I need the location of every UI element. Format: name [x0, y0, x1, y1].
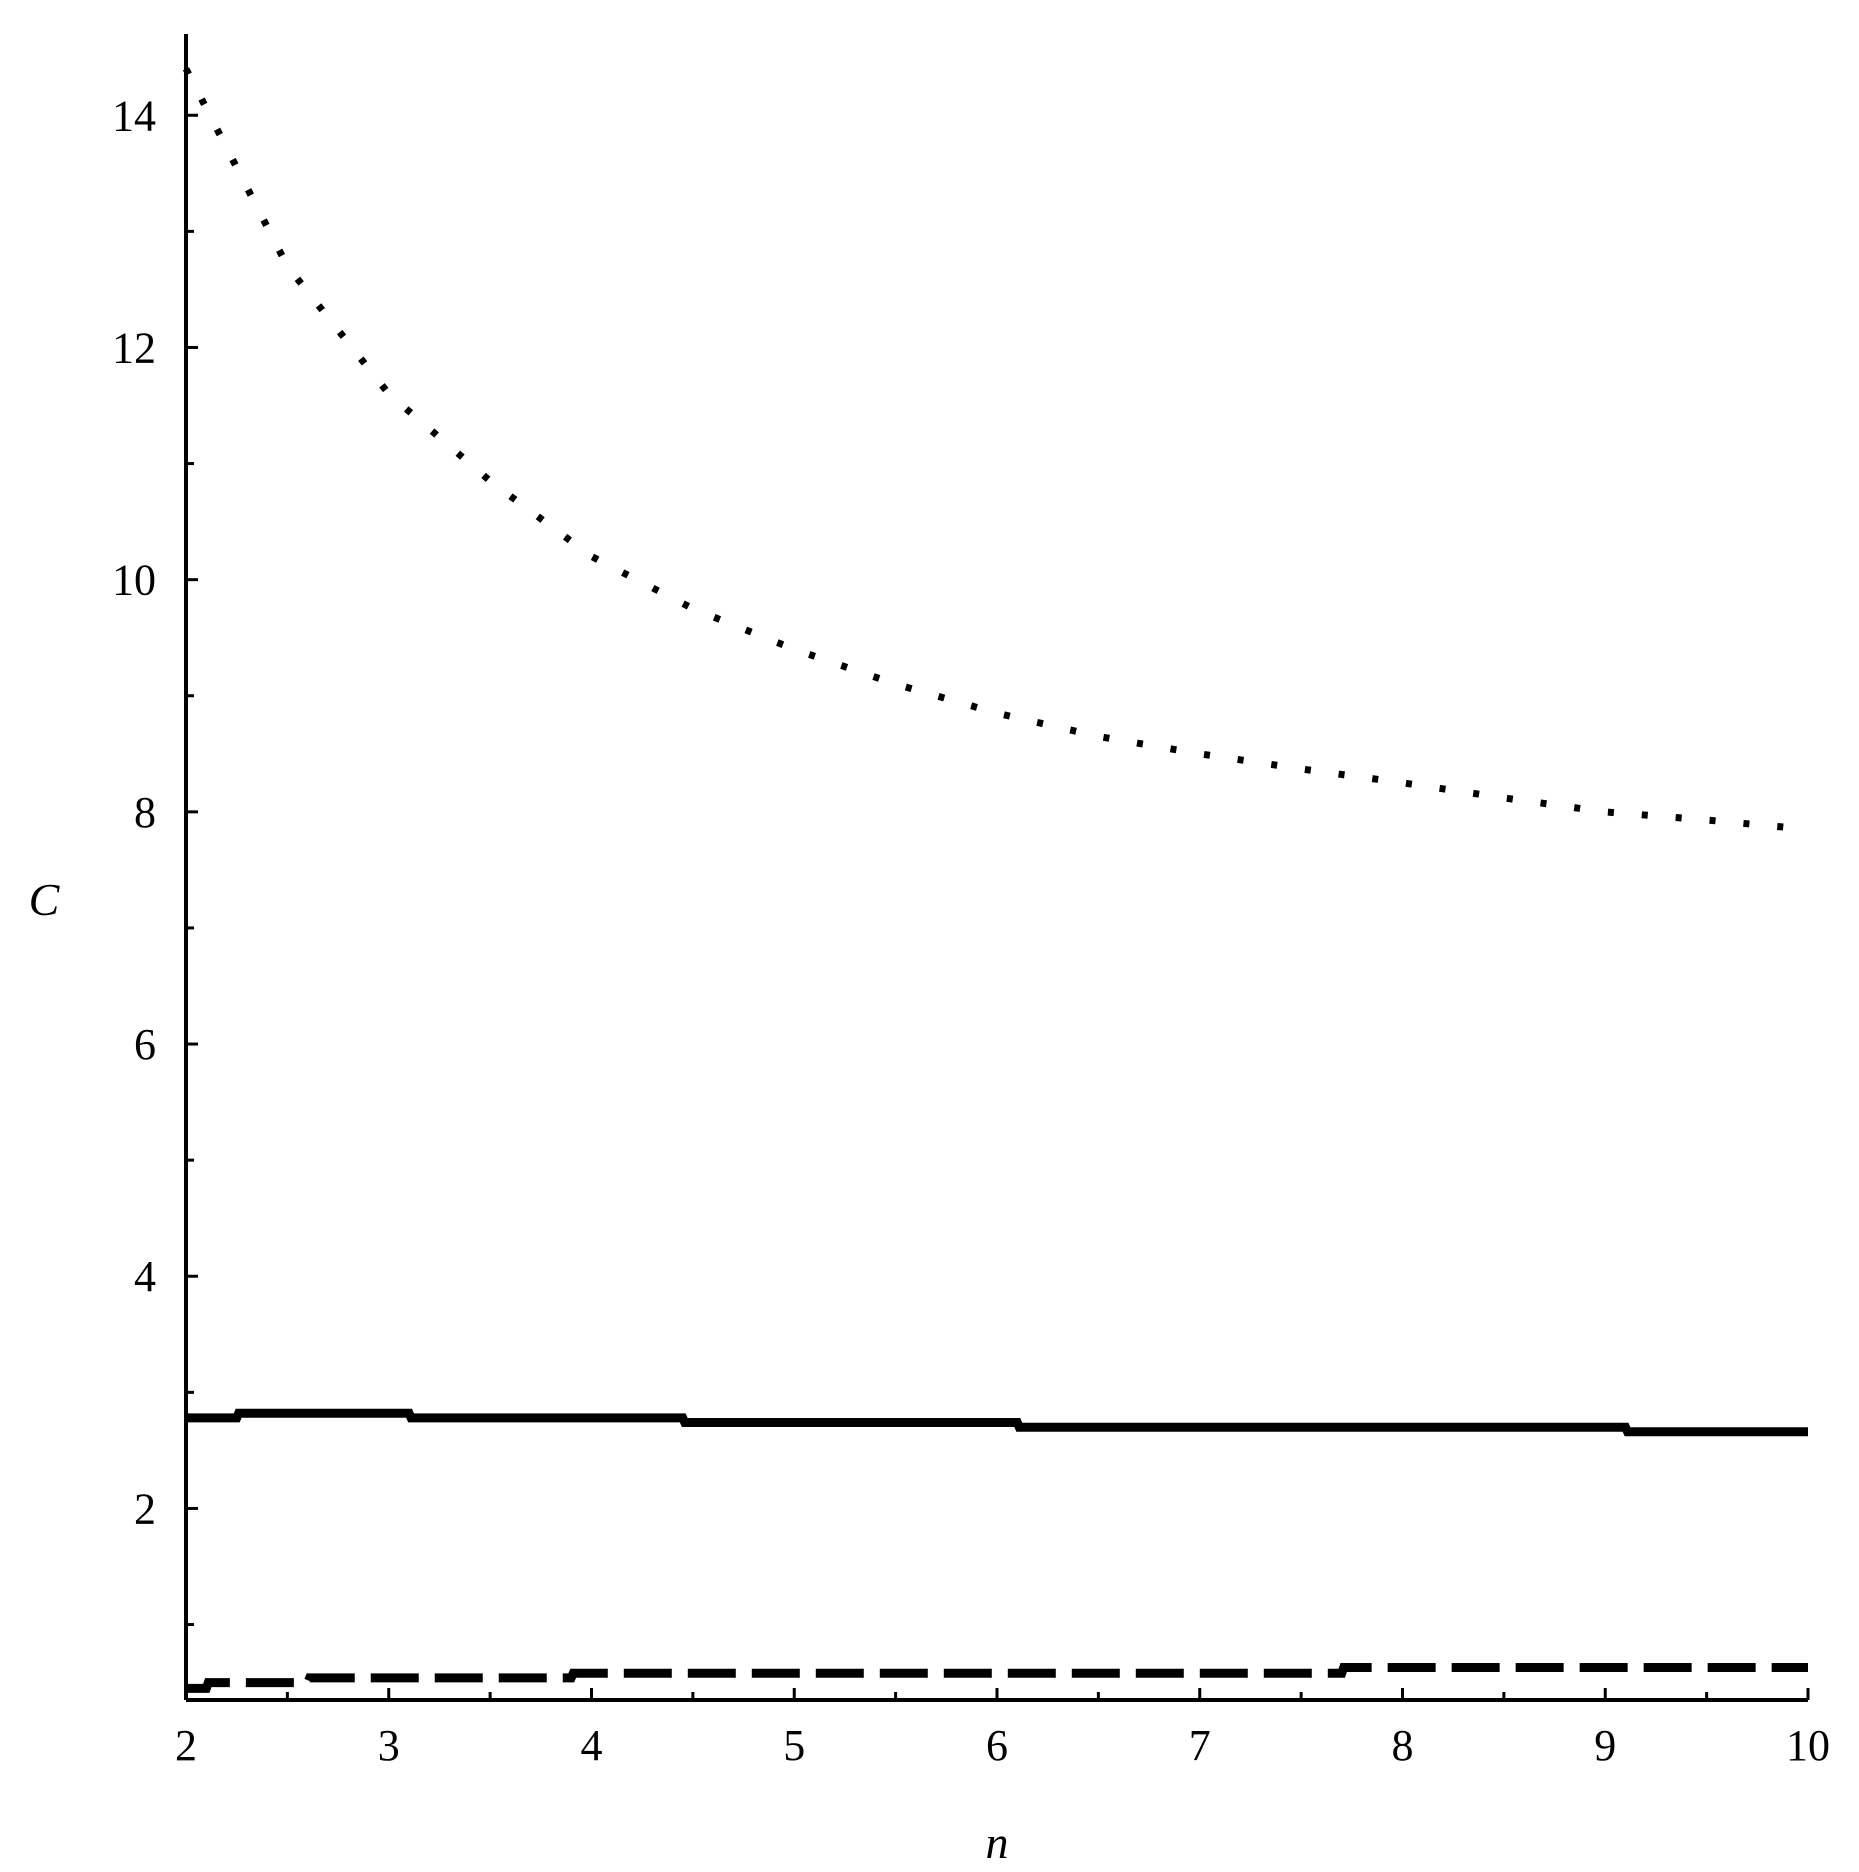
x-tick-label: 3	[378, 1721, 400, 1770]
x-tick-label: 10	[1786, 1721, 1830, 1770]
x-tick-label: 9	[1594, 1721, 1616, 1770]
series-dashed-line	[186, 1663, 1808, 1693]
y-tick-label: 12	[112, 323, 156, 372]
x-tick-label: 7	[1189, 1721, 1211, 1770]
series-layer	[182, 67, 1809, 1693]
y-tick-label: 10	[112, 556, 156, 605]
x-axis-label: n	[986, 1817, 1009, 1868]
x-tick-label: 6	[986, 1721, 1008, 1770]
y-tick-label: 8	[134, 788, 156, 837]
x-tick-label: 5	[783, 1721, 805, 1770]
x-tick-label: 8	[1392, 1721, 1414, 1770]
y-tick-label: 6	[134, 1020, 156, 1069]
ticks-layer: 2 4 6 8 10 12 14 2 3 4 5 6 7 8 9 10	[112, 91, 1830, 1770]
series-dotted-line	[182, 67, 1809, 833]
series-solid-line	[186, 1408, 1808, 1437]
x-tick-label: 4	[581, 1721, 603, 1770]
y-tick-label: 4	[134, 1252, 156, 1301]
y-axis-label: C	[29, 874, 61, 925]
x-tick-label: 2	[175, 1721, 197, 1770]
axes-layer	[184, 34, 1808, 1702]
y-tick-label: 2	[134, 1484, 156, 1533]
y-tick-label: 14	[112, 91, 156, 140]
